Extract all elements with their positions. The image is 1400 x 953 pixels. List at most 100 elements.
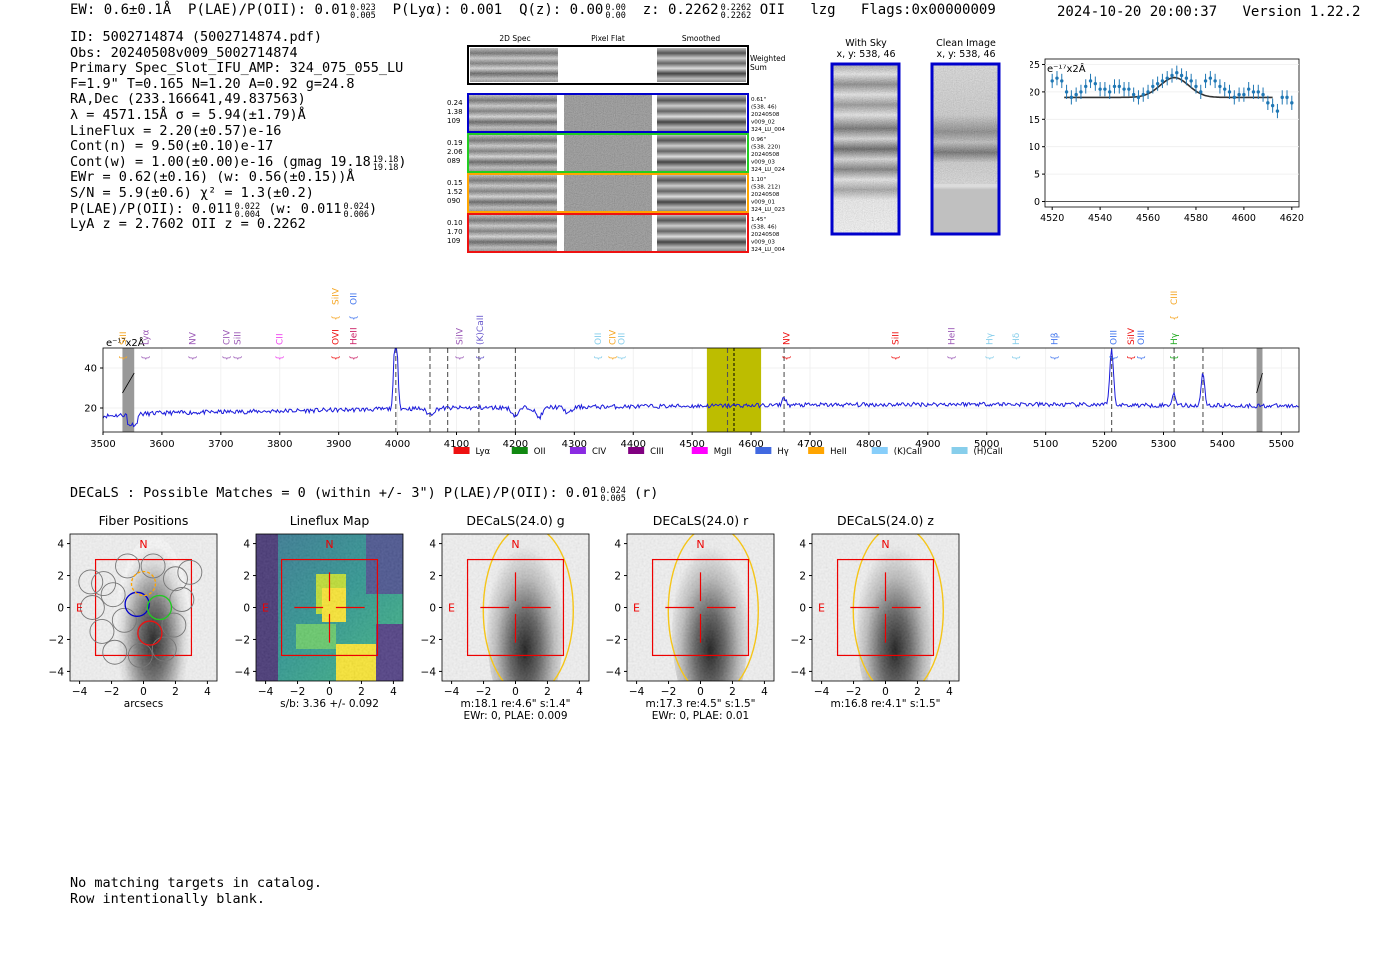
zoom-point bbox=[1136, 95, 1141, 100]
zoom-data-point bbox=[1055, 71, 1059, 86]
spec-line-label-text: CII bbox=[276, 333, 286, 345]
panel-xtick-label: −4 bbox=[258, 686, 274, 698]
zoom-ytick-label: 20 bbox=[1030, 87, 1040, 98]
spec-xtick-label: 4900 bbox=[915, 439, 940, 450]
cutout-row-right-text: 0.96" bbox=[751, 137, 766, 143]
full-spectrum-chart: e⁻¹⁷x2Å 3500 3600 3700 3800 3900 4000 4100 4200… bbox=[84, 287, 1300, 457]
fiber-circle bbox=[163, 566, 188, 592]
cutout-flat-noise bbox=[564, 135, 652, 171]
zoom-data-point bbox=[1069, 90, 1074, 105]
panel-xlabel: arcsecs bbox=[124, 698, 163, 710]
z-value: z: 0.2262 bbox=[642, 2, 719, 18]
panel-noise bbox=[70, 534, 217, 681]
spec-xtick-label: 5300 bbox=[1151, 439, 1176, 450]
info-lyaz: LyA z = 2.7602 OII z = 0.2262 bbox=[70, 216, 306, 233]
zoom-xtick-label: 4600 bbox=[1232, 213, 1256, 224]
panel-xtick-label: −4 bbox=[444, 686, 460, 698]
panel-ytick-label: 2 bbox=[57, 571, 64, 583]
fiber-second bbox=[146, 594, 173, 621]
spec-line-label-brace: { bbox=[349, 355, 359, 361]
with-sky-image bbox=[830, 62, 901, 236]
spec-line-label-brace: { bbox=[119, 355, 129, 361]
search-box bbox=[94, 558, 193, 657]
zoom-point bbox=[1093, 81, 1098, 86]
spec-line-label-brace: { bbox=[349, 315, 359, 321]
cutout-row-left-text: 1.52 bbox=[447, 188, 463, 196]
zoom-line-chart: e⁻¹⁷x2Å 0 5 10 15 20 25 4520 4540 4560 4580 4600 46… bbox=[1030, 58, 1304, 224]
panel-xlabel: s/b: 3.36 +/- 0.092 bbox=[280, 698, 379, 710]
zoom-data-point bbox=[1050, 73, 1054, 89]
zoom-unit-label: e⁻¹⁷x2Å bbox=[1047, 62, 1086, 75]
spec-line-label-brace: { bbox=[1170, 315, 1180, 321]
qz-range: 0.00 0.00 bbox=[605, 3, 626, 21]
north-label: N bbox=[139, 538, 147, 551]
panel-xtick-label: 0 bbox=[140, 686, 147, 698]
cutout-flat-noise bbox=[564, 95, 652, 131]
spec-line-label-text: OVI bbox=[332, 329, 342, 345]
fiber-circle bbox=[161, 612, 187, 638]
zoom-point bbox=[1256, 90, 1260, 94]
spec-line-label: NV { bbox=[189, 331, 199, 360]
z-line: OII bbox=[759, 2, 786, 18]
spec-line-label: SiIV { bbox=[455, 327, 465, 361]
fiber-circle bbox=[100, 582, 126, 608]
zoom-data-point bbox=[1122, 82, 1126, 97]
panel-xtick-label: −2 bbox=[476, 686, 491, 698]
panel-ytick-label: 0 bbox=[429, 603, 436, 615]
spec-legend-label: CIV bbox=[592, 447, 606, 457]
zoom-data-point bbox=[1266, 95, 1270, 110]
cutout-smoothed bbox=[657, 135, 746, 171]
spec-line-label: SiII { bbox=[119, 331, 129, 360]
zoom-point bbox=[1069, 95, 1074, 100]
footer-line-1: No matching targets in catalog. bbox=[70, 875, 322, 891]
zoom-point bbox=[1151, 84, 1155, 89]
search-box bbox=[651, 558, 750, 657]
fiber-circle bbox=[79, 595, 105, 620]
spec-line-label-text: SiII bbox=[891, 331, 901, 345]
panel-ytick-label: 2 bbox=[429, 571, 436, 583]
info-contw: Cont(w) = 1.00(±0.00)e-16 (gmag 19.18 19.… bbox=[70, 153, 407, 173]
panel-ytick-label: 0 bbox=[243, 603, 250, 615]
zoom-data-point bbox=[1242, 87, 1246, 102]
panel-title: DECaLS(24.0) r bbox=[653, 513, 749, 528]
spec-line-label-text: SiII bbox=[233, 331, 243, 345]
spec-xtick-label: 4500 bbox=[679, 439, 704, 450]
spec-line-label-text: OIII bbox=[1137, 330, 1147, 345]
panel-xtick-label: 0 bbox=[697, 686, 704, 698]
flags-value: Flags:0x00000009 bbox=[860, 2, 996, 18]
panel-ytick-label: 4 bbox=[429, 539, 436, 551]
spec-line-label-brace: { bbox=[891, 355, 901, 361]
weighted-label: Weighted bbox=[750, 54, 786, 63]
cutout-row-right-text: 20240508 bbox=[751, 112, 780, 118]
aperture-ellipse bbox=[667, 534, 759, 681]
spec-legend-label: (H)CaII bbox=[974, 447, 1003, 457]
north-label: N bbox=[325, 538, 333, 551]
zoom-data-point bbox=[1155, 76, 1160, 91]
info-params: F=1.9" T=0.165 N=1.20 A=0.92 g=24.8 bbox=[70, 75, 355, 92]
spec-line-label: Hγ { bbox=[1170, 332, 1180, 361]
spec-xtick-label: 4400 bbox=[621, 439, 646, 450]
cutout-2d-noise bbox=[469, 135, 557, 171]
detection-info: ID: 5002714874 (5002714874.pdf) Obs: 202… bbox=[70, 29, 407, 233]
zoom-point bbox=[1237, 92, 1241, 97]
zoom-data-point bbox=[1127, 82, 1131, 97]
cutout-row-right-text: (538, 212) bbox=[751, 185, 780, 191]
decals-summary: DECaLS : Possible Matches = 0 (within +/… bbox=[70, 485, 659, 504]
spec-line-label: HeII { bbox=[349, 327, 359, 360]
cutout-row-right-text: v009_01 bbox=[751, 200, 775, 206]
col-smoothed: Smoothed bbox=[682, 34, 721, 43]
spectral-cutouts: 2D Spec Pixel Flat Smoothed Weighted Sum… bbox=[447, 34, 786, 253]
col-pixel-flat: Pixel Flat bbox=[591, 34, 625, 43]
zoom-point bbox=[1103, 87, 1107, 91]
spec-xtick-label: 4600 bbox=[738, 439, 763, 450]
panel-ytick-label: 4 bbox=[614, 539, 621, 551]
cutout-row-right-text: 20240508 bbox=[751, 232, 780, 238]
info-contn: Cont(n) = 9.50(±0.10)e-17 bbox=[70, 138, 274, 155]
north-label: N bbox=[696, 538, 704, 551]
spec-line-label-text: Lyα bbox=[141, 329, 151, 345]
zoom-data-point bbox=[1251, 84, 1256, 100]
zoom-data-point bbox=[1218, 79, 1222, 94]
spec-line-label-text: Hβ bbox=[1050, 332, 1060, 345]
spec-unit-label: e⁻¹⁷x2Å bbox=[106, 336, 145, 349]
cutout-row-right-text: v009_03 bbox=[751, 240, 775, 246]
